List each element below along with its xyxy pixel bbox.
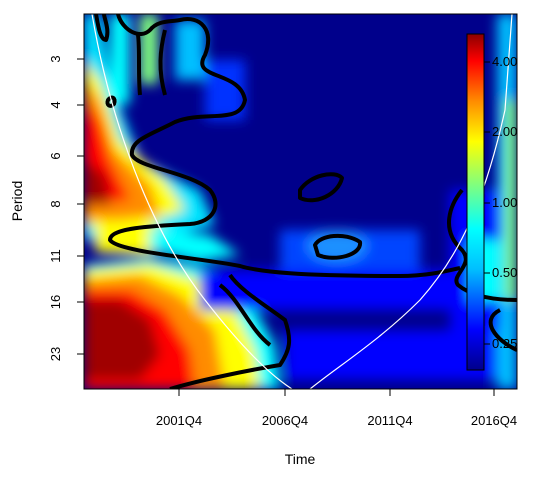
y-tick-label: 4: [48, 101, 63, 108]
colorbar-tick-label: 1.00: [492, 195, 517, 210]
x-tick-label: 2011Q4: [367, 413, 412, 428]
y-axis-title: Period: [9, 181, 25, 221]
colorbar-tick-label: 4.00: [492, 54, 517, 69]
y-tick-label: 23: [48, 347, 63, 361]
y-tick-label: 11: [48, 249, 63, 263]
y-tick-label: 8: [48, 200, 63, 207]
x-axis-title: Time: [285, 451, 316, 467]
y-axis: 3 4 6 8 11 16 23: [48, 14, 85, 389]
x-tick-label: 2006Q4: [262, 413, 308, 428]
heatmap: [84, 14, 517, 389]
x-tick-label: 2001Q4: [156, 413, 202, 428]
x-tick-label: 2016Q4: [471, 413, 517, 428]
y-tick-label: 16: [48, 295, 63, 309]
colorbar-tick-label: 0.50: [492, 265, 517, 280]
y-tick-label: 6: [48, 152, 63, 159]
cone-of-influence: [91, 14, 513, 389]
significance-contours: [94, 14, 517, 389]
colorbar-gradient: [466, 33, 485, 371]
x-axis: 2001Q4 2006Q4 2011Q4 2016Q4: [84, 388, 517, 428]
colorbar-tick-label: 2.00: [492, 124, 517, 139]
colorbar: 4.00 2.00 1.00 0.50 0.25: [466, 33, 517, 371]
colorbar-tick-label: 0.25: [492, 336, 517, 351]
y-tick-label: 3: [48, 55, 63, 62]
